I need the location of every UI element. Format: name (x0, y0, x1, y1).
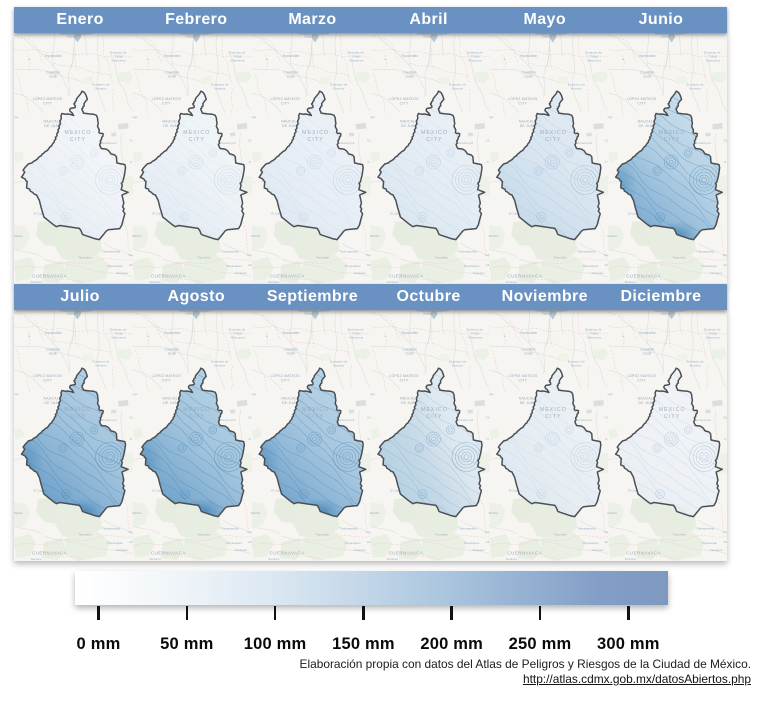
svg-text:CITY: CITY (426, 414, 442, 420)
svg-text:CITY: CITY (664, 137, 680, 143)
svg-text:CITY: CITY (70, 137, 86, 143)
svg-text:MEXICO: MEXICO (64, 407, 91, 413)
svg-text:MEXICO: MEXICO (421, 407, 448, 413)
svg-text:CITY: CITY (426, 137, 442, 143)
svg-text:CITY: CITY (189, 137, 205, 143)
svg-text:MEXICO: MEXICO (659, 130, 686, 136)
svg-text:MEXICO: MEXICO (421, 130, 448, 136)
svg-text:CITY: CITY (664, 414, 680, 420)
svg-text:MEXICO: MEXICO (659, 407, 686, 413)
svg-text:CITY: CITY (545, 137, 561, 143)
svg-text:CITY: CITY (189, 414, 205, 420)
svg-text:CITY: CITY (545, 414, 561, 420)
svg-text:MEXICO: MEXICO (540, 407, 567, 413)
svg-text:MEXICO: MEXICO (302, 407, 329, 413)
svg-text:CITY: CITY (70, 414, 86, 420)
svg-text:MEXICO: MEXICO (540, 130, 567, 136)
svg-text:MEXICO: MEXICO (302, 130, 329, 136)
svg-text:MEXICO: MEXICO (183, 407, 210, 413)
svg-text:MEXICO: MEXICO (183, 130, 210, 136)
svg-text:MEXICO: MEXICO (64, 130, 91, 136)
svg-text:CITY: CITY (308, 414, 324, 420)
svg-text:CITY: CITY (308, 137, 324, 143)
